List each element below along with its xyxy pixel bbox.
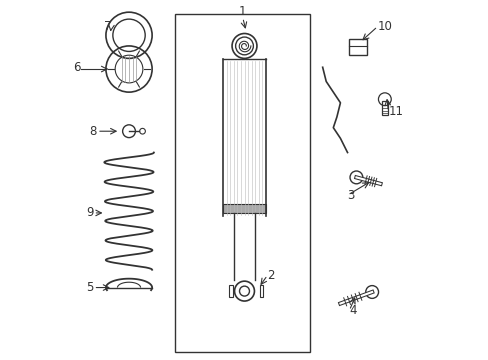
- Bar: [175, 14, 309, 351]
- Bar: [259, 285, 263, 297]
- Text: 6: 6: [73, 61, 81, 74]
- Bar: [223, 204, 265, 213]
- Text: 1: 1: [239, 5, 246, 18]
- Bar: [348, 39, 366, 55]
- Text: 11: 11: [387, 105, 403, 118]
- Bar: [381, 101, 387, 115]
- Text: 10: 10: [377, 20, 392, 33]
- Bar: [229, 285, 232, 297]
- Text: 4: 4: [348, 304, 356, 317]
- Text: 7: 7: [103, 20, 111, 33]
- Text: 3: 3: [347, 189, 354, 202]
- Text: 5: 5: [86, 281, 93, 294]
- Text: 9: 9: [86, 206, 93, 220]
- Text: 2: 2: [267, 269, 275, 282]
- Text: 8: 8: [89, 125, 97, 138]
